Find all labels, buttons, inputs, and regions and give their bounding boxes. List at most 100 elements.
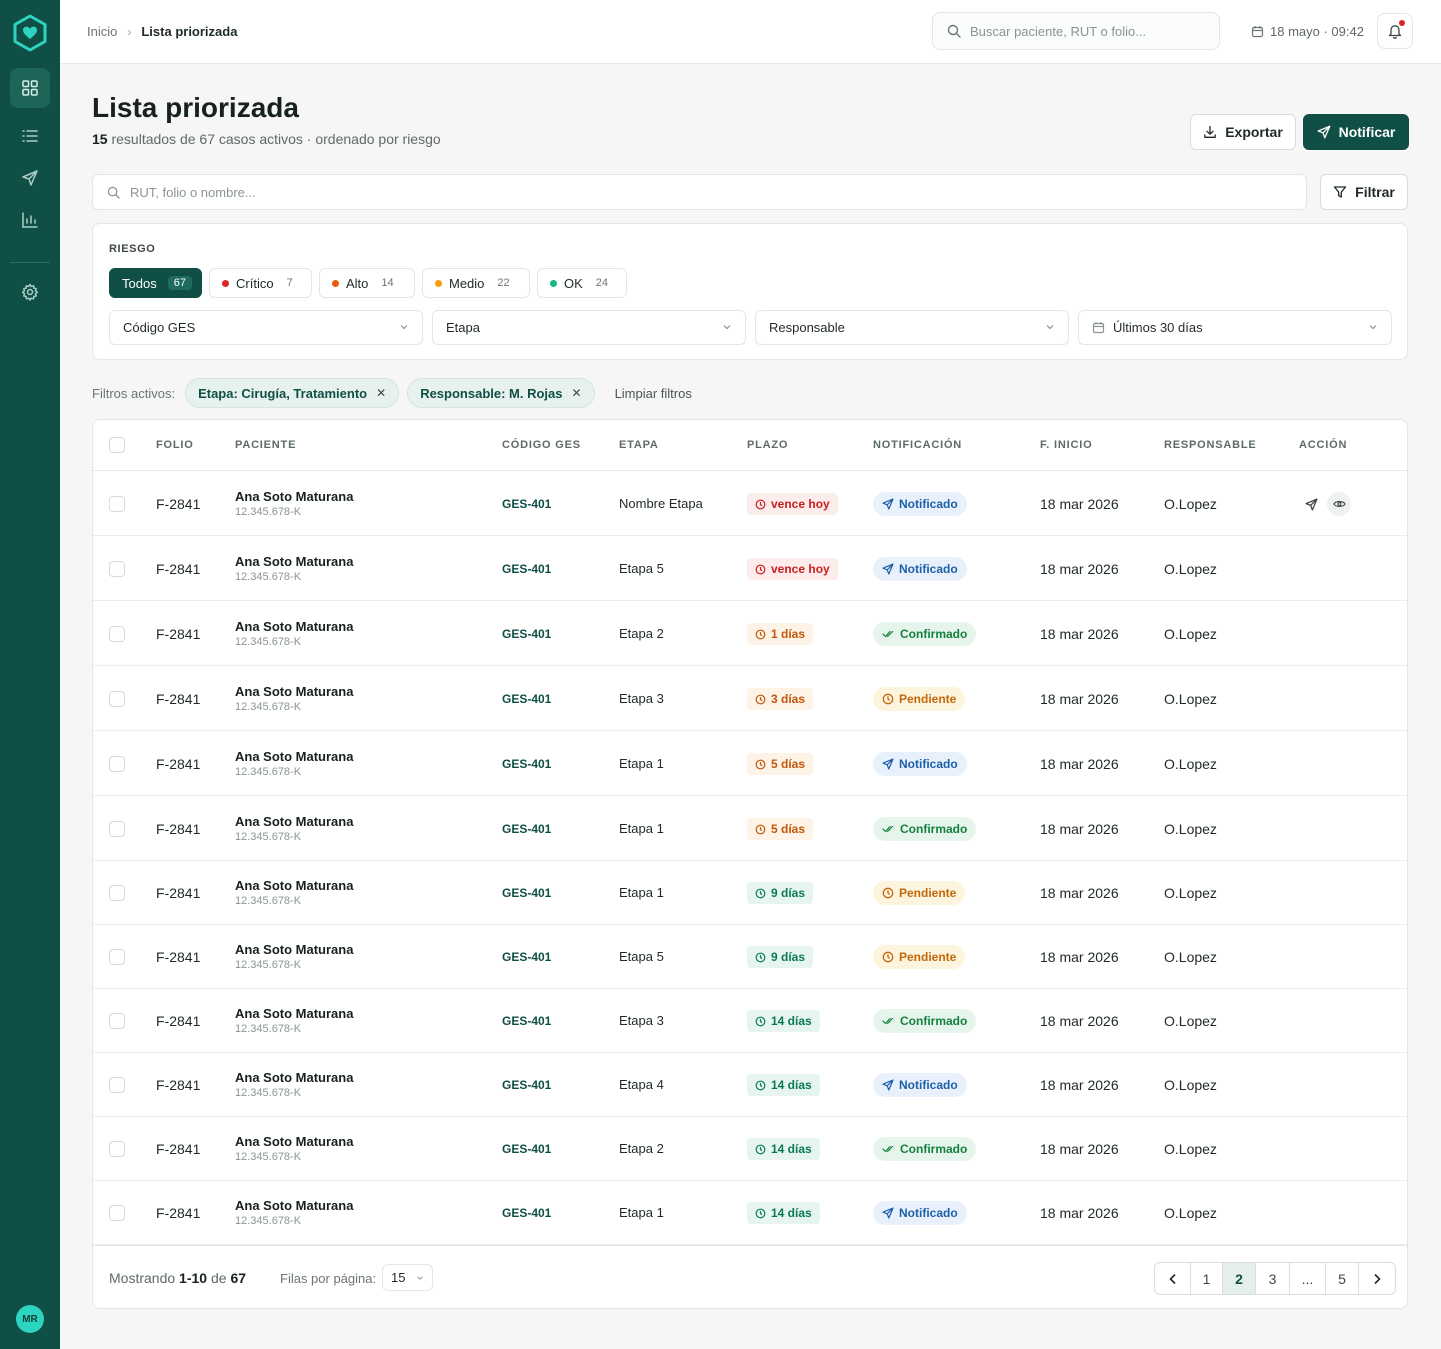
- row-checkbox[interactable]: [109, 949, 125, 965]
- patient-name[interactable]: Ana Soto Maturana: [235, 1134, 354, 1149]
- prev-page-button[interactable]: [1155, 1263, 1191, 1294]
- folio-cell[interactable]: F-2841: [156, 885, 201, 901]
- col-notificacion[interactable]: NOTIFICACIÓN: [873, 439, 963, 451]
- active-filter-stage[interactable]: Etapa: Cirugía, Tratamiento ✕: [185, 378, 400, 408]
- chip-count: 14: [381, 277, 394, 289]
- next-page-button[interactable]: [1359, 1263, 1395, 1294]
- col-paciente[interactable]: PACIENTE: [235, 439, 297, 451]
- row-checkbox[interactable]: [109, 1013, 125, 1029]
- view-eye-icon[interactable]: [1327, 492, 1351, 516]
- col-ges[interactable]: CÓDIGO GES: [502, 439, 581, 451]
- app-logo-icon[interactable]: [12, 14, 48, 52]
- date-range-select[interactable]: Últimos 30 días: [1078, 310, 1392, 345]
- export-button[interactable]: Exportar: [1190, 114, 1296, 150]
- send-notification-icon[interactable]: [1299, 492, 1323, 516]
- nav-list-icon[interactable]: [10, 116, 50, 156]
- page-button[interactable]: 3: [1256, 1263, 1290, 1294]
- current-datetime: 18 mayo · 09:42: [1251, 24, 1364, 39]
- folio-cell[interactable]: F-2841: [156, 496, 201, 512]
- patient-name[interactable]: Ana Soto Maturana: [235, 749, 354, 764]
- patient-name[interactable]: Ana Soto Maturana: [235, 1006, 354, 1021]
- table-row[interactable]: F-2841 Ana Soto Maturana 12.345.678-K GES-4…: [93, 989, 1407, 1053]
- filter-button[interactable]: Filtrar: [1320, 174, 1408, 210]
- chip-label: Alto: [346, 275, 369, 291]
- folio-cell[interactable]: F-2841: [156, 756, 201, 772]
- folio-cell[interactable]: F-2841: [156, 821, 201, 837]
- select-all-checkbox[interactable]: [109, 437, 125, 453]
- page-button[interactable]: 5: [1326, 1263, 1359, 1294]
- table-search-input[interactable]: [130, 184, 1230, 200]
- start-date-cell: 18 mar 2026: [1040, 1141, 1119, 1157]
- patient-name[interactable]: Ana Soto Maturana: [235, 619, 354, 634]
- breadcrumb-home[interactable]: Inicio: [87, 24, 118, 39]
- risk-chip-alto[interactable]: Alto 14: [319, 268, 415, 298]
- table-row[interactable]: F-2841 Ana Soto Maturana 12.345.678-K GES-4…: [93, 925, 1407, 989]
- folio-cell[interactable]: F-2841: [156, 1141, 201, 1157]
- row-checkbox[interactable]: [109, 885, 125, 901]
- folio-cell[interactable]: F-2841: [156, 561, 201, 577]
- table-row[interactable]: F-2841 Ana Soto Maturana 12.345.678-K GES-4…: [93, 536, 1407, 601]
- table-row[interactable]: F-2841 Ana Soto Maturana 12.345.678-K GES-4…: [93, 666, 1407, 731]
- patient-name[interactable]: Ana Soto Maturana: [235, 942, 354, 957]
- close-icon[interactable]: ✕: [376, 386, 387, 400]
- nav-dashboard-icon[interactable]: [10, 68, 50, 108]
- active-filter-responsible[interactable]: Responsable: M. Rojas ✕: [407, 378, 595, 408]
- folio-cell[interactable]: F-2841: [156, 691, 201, 707]
- clear-filters-link[interactable]: Limpiar filtros: [614, 385, 692, 401]
- table-row[interactable]: F-2841 Ana Soto Maturana 12.345.678-K GES-4…: [93, 471, 1407, 536]
- folio-cell[interactable]: F-2841: [156, 1077, 201, 1093]
- patient-name[interactable]: Ana Soto Maturana: [235, 878, 354, 893]
- risk-chip-todos[interactable]: Todos 67: [109, 268, 202, 298]
- folio-cell[interactable]: F-2841: [156, 949, 201, 965]
- row-checkbox[interactable]: [109, 496, 125, 512]
- table-row[interactable]: F-2841 Ana Soto Maturana 12.345.678-K GES-4…: [93, 1181, 1407, 1245]
- table-row[interactable]: F-2841 Ana Soto Maturana 12.345.678-K GES-4…: [93, 1053, 1407, 1117]
- global-search-input[interactable]: [970, 23, 1200, 39]
- col-folio[interactable]: FOLIO: [156, 439, 194, 451]
- risk-chip-critico[interactable]: Crítico 7: [209, 268, 312, 298]
- patient-name[interactable]: Ana Soto Maturana: [235, 489, 354, 504]
- row-checkbox[interactable]: [109, 561, 125, 577]
- settings-gear-icon[interactable]: [10, 272, 50, 312]
- folio-cell[interactable]: F-2841: [156, 1205, 201, 1221]
- col-etapa[interactable]: ETAPA: [619, 439, 659, 451]
- ges-code-select[interactable]: Código GES: [109, 310, 423, 345]
- folio-cell[interactable]: F-2841: [156, 626, 201, 642]
- table-row[interactable]: F-2841 Ana Soto Maturana 12.345.678-K GES-4…: [93, 861, 1407, 925]
- patient-name[interactable]: Ana Soto Maturana: [235, 1198, 354, 1213]
- row-checkbox[interactable]: [109, 1077, 125, 1093]
- table-row[interactable]: F-2841 Ana Soto Maturana 12.345.678-K GES-4…: [93, 796, 1407, 861]
- row-checkbox[interactable]: [109, 626, 125, 642]
- nav-send-icon[interactable]: [10, 158, 50, 198]
- table-row[interactable]: F-2841 Ana Soto Maturana 12.345.678-K GES-4…: [93, 601, 1407, 666]
- user-avatar[interactable]: MR: [16, 1305, 44, 1333]
- row-checkbox[interactable]: [109, 821, 125, 837]
- table-row[interactable]: F-2841 Ana Soto Maturana 12.345.678-K GES-4…: [93, 731, 1407, 796]
- responsible-cell: O.Lopez: [1164, 756, 1217, 772]
- notify-button[interactable]: Notificar: [1303, 114, 1409, 150]
- stage-select[interactable]: Etapa: [432, 310, 746, 345]
- patient-name[interactable]: Ana Soto Maturana: [235, 554, 354, 569]
- patient-name[interactable]: Ana Soto Maturana: [235, 684, 354, 699]
- row-checkbox[interactable]: [109, 1205, 125, 1221]
- row-checkbox[interactable]: [109, 756, 125, 772]
- page-button[interactable]: 1: [1191, 1263, 1223, 1294]
- clock-icon: [755, 1080, 766, 1091]
- patient-name[interactable]: Ana Soto Maturana: [235, 814, 354, 829]
- nav-chart-icon[interactable]: [10, 200, 50, 240]
- patient-name[interactable]: Ana Soto Maturana: [235, 1070, 354, 1085]
- risk-chip-medio[interactable]: Medio 22: [422, 268, 530, 298]
- row-checkbox[interactable]: [109, 691, 125, 707]
- row-checkbox[interactable]: [109, 1141, 125, 1157]
- table-row[interactable]: F-2841 Ana Soto Maturana 12.345.678-K GES-4…: [93, 1117, 1407, 1181]
- notifications-bell-icon[interactable]: [1377, 13, 1413, 49]
- risk-chip-ok[interactable]: OK 24: [537, 268, 627, 298]
- responsible-select[interactable]: Responsable: [755, 310, 1069, 345]
- folio-cell[interactable]: F-2841: [156, 1013, 201, 1029]
- col-responsable[interactable]: RESPONSABLE: [1164, 439, 1257, 451]
- page-button-current[interactable]: 2: [1223, 1263, 1256, 1294]
- col-plazo[interactable]: PLAZO: [747, 439, 789, 451]
- close-icon[interactable]: ✕: [571, 386, 582, 400]
- rows-per-page-select[interactable]: 15: [382, 1264, 433, 1291]
- col-inicio[interactable]: F. INICIO: [1040, 439, 1093, 451]
